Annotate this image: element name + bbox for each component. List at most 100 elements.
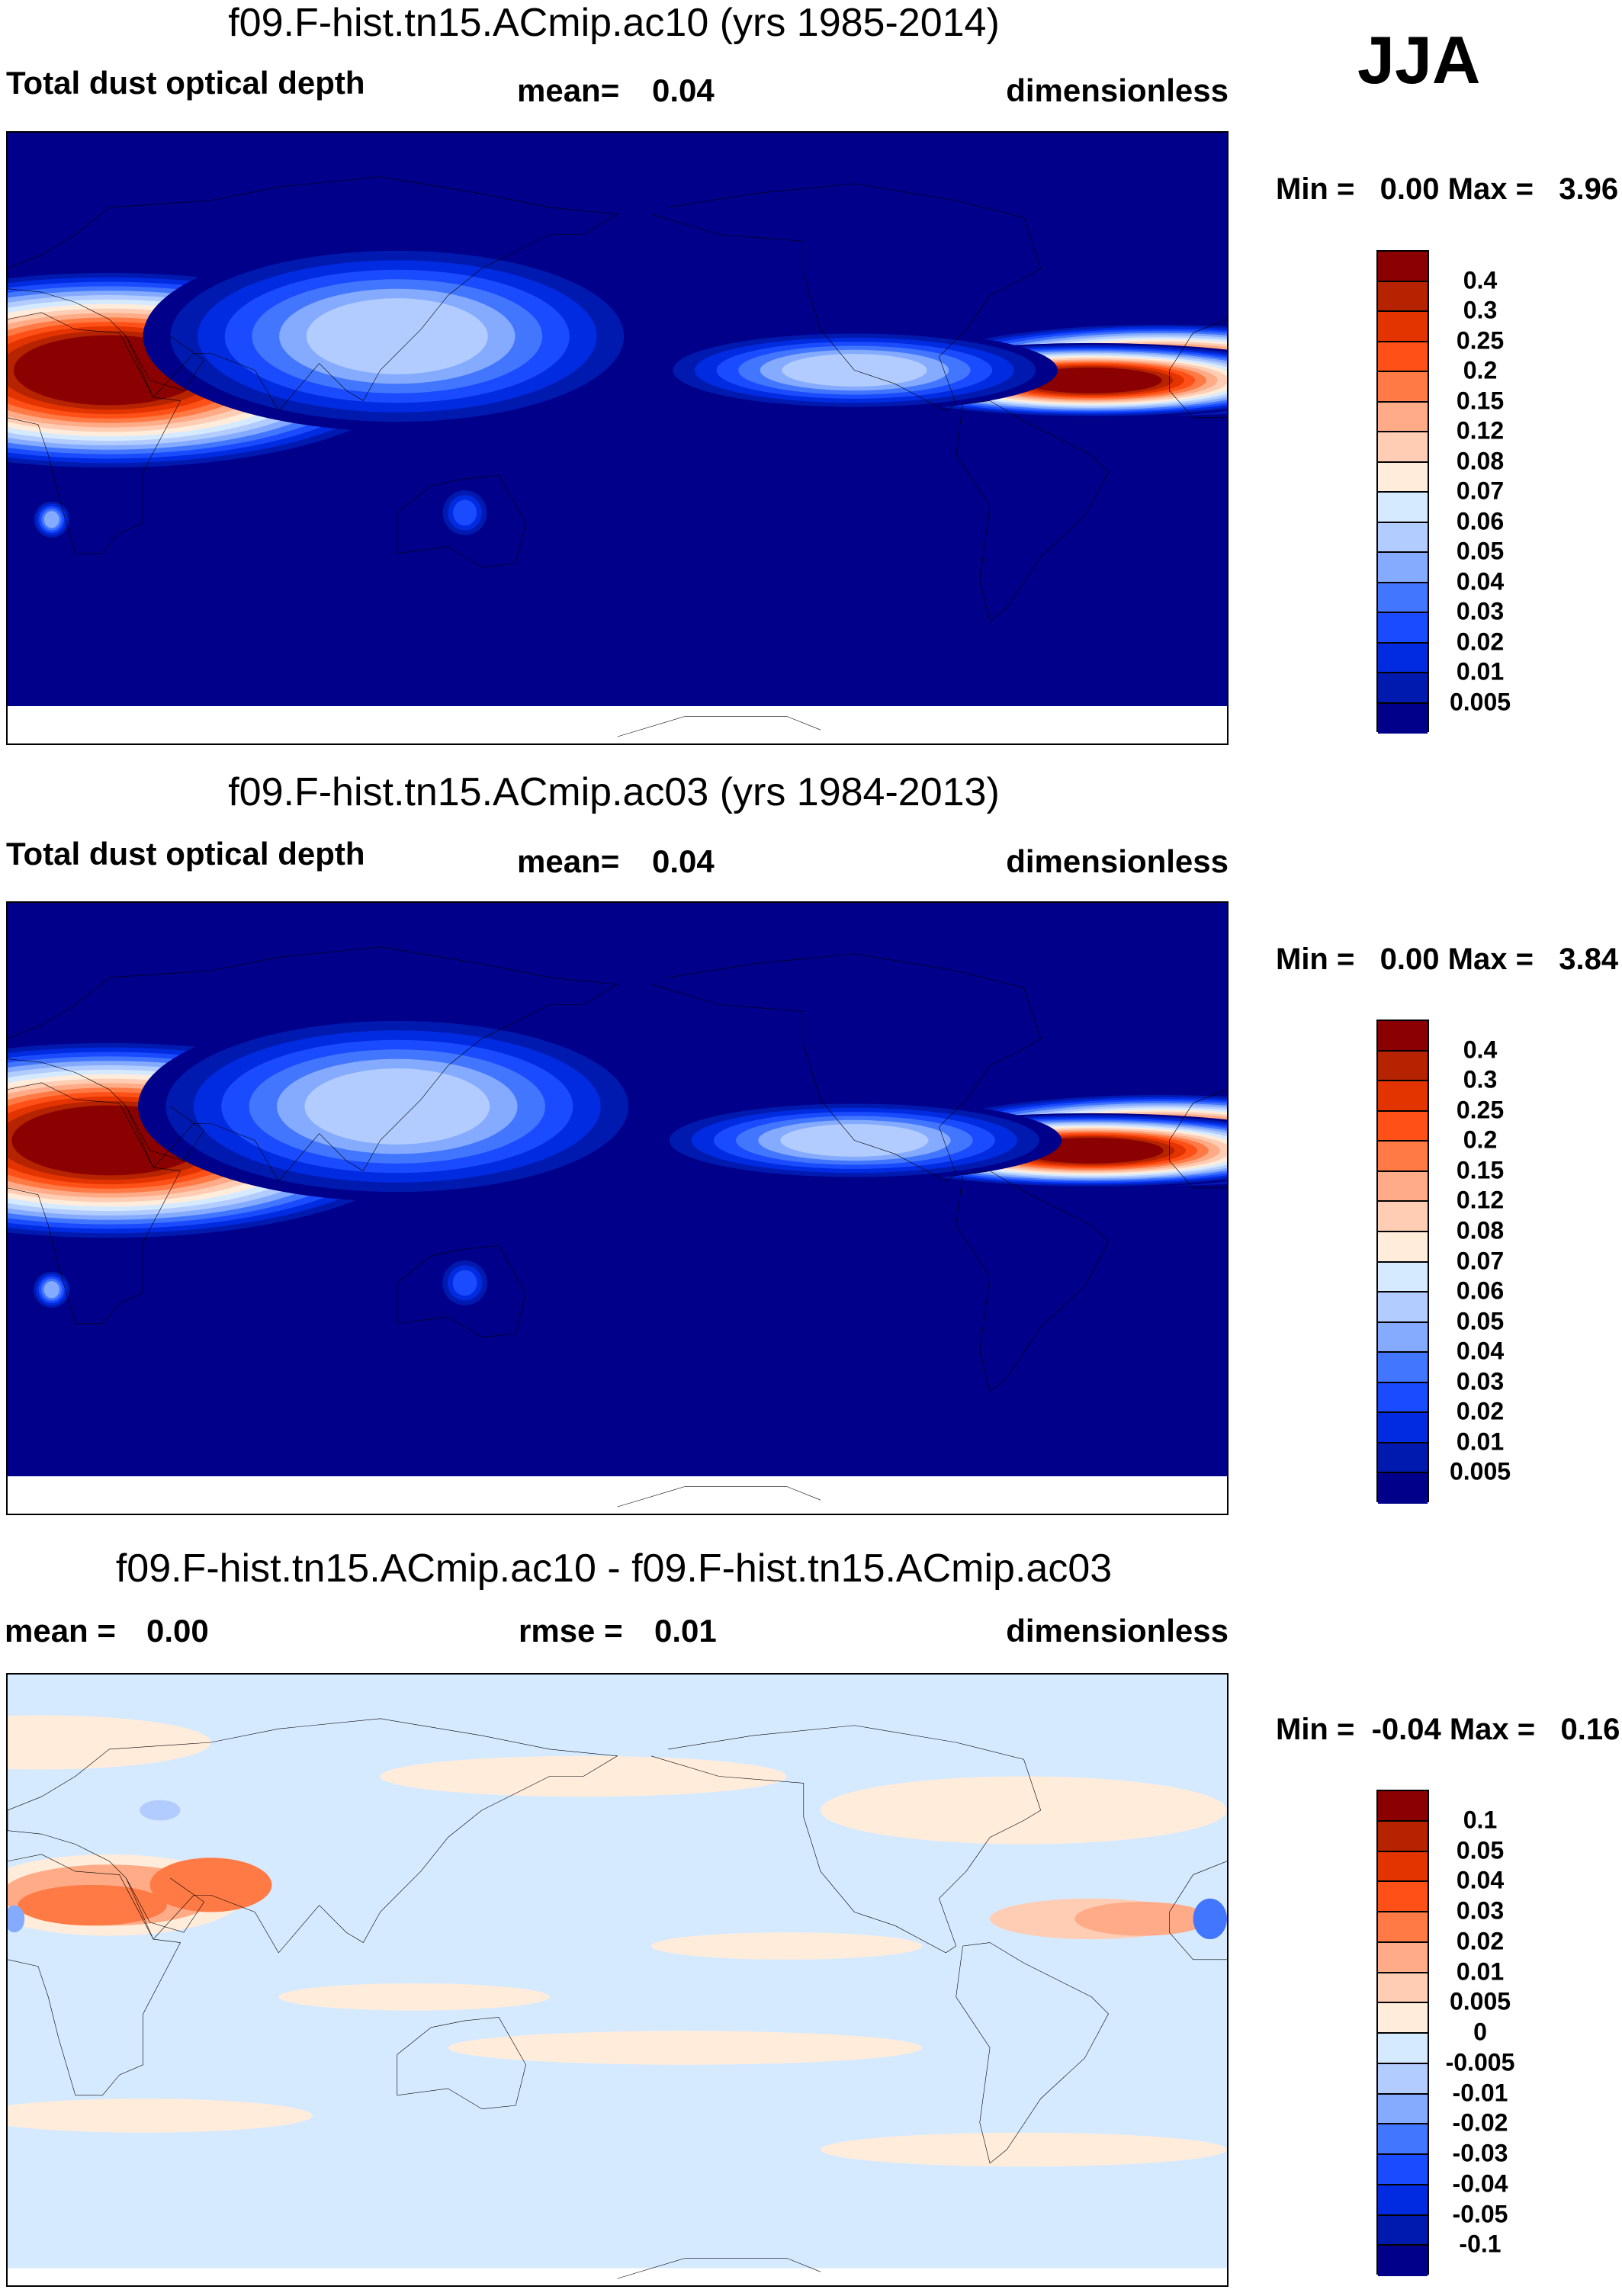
colorbar-tick-label: 0.05	[1456, 1836, 1505, 1864]
colorbar-bin	[1378, 2185, 1428, 2216]
colorbar-tick-label: 0.03	[1456, 1896, 1505, 1925]
diff-contour	[8, 2099, 313, 2133]
panel2-title: f09.F-hist.tn15.ACmip.ac03 (yrs 1984-201…	[228, 770, 1000, 814]
dust-contour	[43, 511, 59, 528]
coastline	[956, 401, 1109, 621]
coastline	[397, 475, 526, 567]
colorbar-bin	[1378, 703, 1428, 734]
panel3-rmse: 0.01	[654, 1613, 717, 1649]
coastline	[8, 1083, 181, 1324]
colorbar-bin	[1378, 372, 1428, 403]
colorbar-tick-label: -0.005	[1445, 2048, 1515, 2076]
colorbar-tick-label: 0.05	[1456, 1307, 1505, 1335]
colorbar-bin	[1378, 1171, 1428, 1203]
colorbar-tick-label: 0.1	[1463, 1806, 1498, 1834]
colorbar-bin	[1378, 1791, 1428, 1822]
colorbar-tick-label: 0.07	[1456, 477, 1505, 505]
colorbar-tick-label: 0.01	[1456, 1427, 1505, 1456]
colorbar-tick-label: 0.2	[1463, 356, 1498, 384]
colorbar-bin	[1378, 553, 1428, 583]
colorbar-tick-label: 0.3	[1463, 296, 1498, 324]
coastline	[8, 1854, 181, 2095]
colorbar-tick-label: 0.08	[1456, 1216, 1505, 1244]
colorbar-tick-label: 0.03	[1456, 1367, 1505, 1395]
panel3-colorbar	[1376, 1790, 1429, 2276]
colorbar-bin	[1378, 281, 1428, 312]
colorbar-bin	[1378, 493, 1428, 523]
diff-contour	[278, 1983, 550, 2011]
colorbar-tick-label: 0.05	[1456, 537, 1505, 565]
dust-contour	[453, 499, 477, 526]
colorbar-bin	[1378, 1142, 1428, 1172]
colorbar-tick-label: 0.06	[1456, 1276, 1505, 1305]
coastline	[397, 2017, 526, 2108]
colorbar-bin	[1378, 2124, 1428, 2155]
colorbar-bin	[1378, 2155, 1428, 2185]
colorbar-bin	[1378, 2034, 1428, 2064]
panel1-variable: Total dust optical depth	[6, 65, 365, 101]
panel2-units: dimensionless	[1006, 843, 1229, 879]
colorbar-bin	[1378, 1111, 1428, 1142]
colorbar-tick-label: 0.08	[1456, 447, 1505, 474]
colorbar-bin	[1378, 1293, 1428, 1323]
colorbar-bin	[1378, 1081, 1428, 1112]
coastline	[956, 1943, 1109, 2163]
colorbar-tick-label: 0.04	[1456, 1866, 1505, 1894]
panel2-minmax: Min = 0.00 Max = 3.84	[1276, 942, 1619, 976]
diff-contour	[448, 2031, 923, 2065]
diff-contour	[821, 1776, 1227, 1845]
diff-contour	[821, 2132, 1227, 2167]
colorbar-tick-label: 0.4	[1463, 266, 1498, 294]
dust-contour	[452, 1270, 477, 1296]
colorbar-bin	[1378, 643, 1428, 673]
colorbar-tick-label: 0.12	[1456, 416, 1505, 445]
colorbar-tick-label: 0.25	[1456, 326, 1505, 354]
colorbar-tick-label: 0.04	[1456, 567, 1505, 595]
colorbar-bin	[1378, 1262, 1428, 1293]
colorbar-bin	[1378, 2003, 1428, 2034]
colorbar-tick-label: -0.03	[1452, 2139, 1508, 2167]
colorbar-tick-label: 0.04	[1456, 1337, 1505, 1365]
colorbar-tick-label: 0.3	[1463, 1065, 1498, 1093]
colorbar-tick-label: 0.01	[1456, 1957, 1505, 1985]
colorbar-tick-label: 0	[1473, 2018, 1487, 2046]
coastline	[8, 947, 618, 1181]
colorbar-tick-label: 0.01	[1456, 657, 1505, 686]
colorbar-bin	[1378, 1912, 1428, 1943]
colorbar-bin	[1378, 432, 1428, 463]
colorbar-tick-label: -0.04	[1452, 2169, 1508, 2198]
colorbar-bin	[1378, 1882, 1428, 1912]
colorbar-bin	[1378, 2063, 1428, 2095]
panel2-map	[6, 901, 1229, 1515]
colorbar-tick-label: 0.06	[1456, 507, 1505, 535]
panel3-map	[6, 1673, 1229, 2287]
colorbar-bin	[1378, 1322, 1428, 1354]
colorbar-tick-label: -0.1	[1459, 2230, 1502, 2258]
coastline	[1169, 1090, 1227, 1188]
coastline	[8, 1719, 618, 1953]
coastline	[126, 1878, 204, 1932]
diff-contour	[1074, 1902, 1210, 1936]
colorbar-bin	[1378, 673, 1428, 704]
coastline	[651, 184, 1041, 411]
coastline	[618, 2258, 821, 2278]
colorbar-bin	[1378, 2094, 1428, 2125]
colorbar-tick-label: 0.15	[1456, 387, 1505, 414]
colorbar-bin	[1378, 1353, 1428, 1383]
diff-contour	[140, 1800, 181, 1821]
colorbar-bin	[1378, 1231, 1428, 1263]
panel3-title: f09.F-hist.tn15.ACmip.ac10 - f09.F-hist.…	[115, 1546, 1113, 1591]
panel3-rmse-label: rmse =	[519, 1613, 623, 1649]
colorbar-bin	[1378, 1942, 1428, 1973]
missing-data-band	[8, 1476, 1227, 1514]
colorbar-bin	[1378, 522, 1428, 553]
diff-contour	[149, 1858, 272, 1912]
dust-contour	[304, 1068, 490, 1145]
diff-contour	[18, 1884, 167, 1926]
coastline	[8, 177, 618, 411]
coastline	[397, 1245, 526, 1337]
colorbar-tick-label: 0.02	[1456, 1927, 1505, 1955]
panel1-mean: 0.04	[652, 72, 715, 108]
panel2-mean-label: mean=	[517, 843, 620, 879]
coastline	[1169, 1861, 1227, 1960]
